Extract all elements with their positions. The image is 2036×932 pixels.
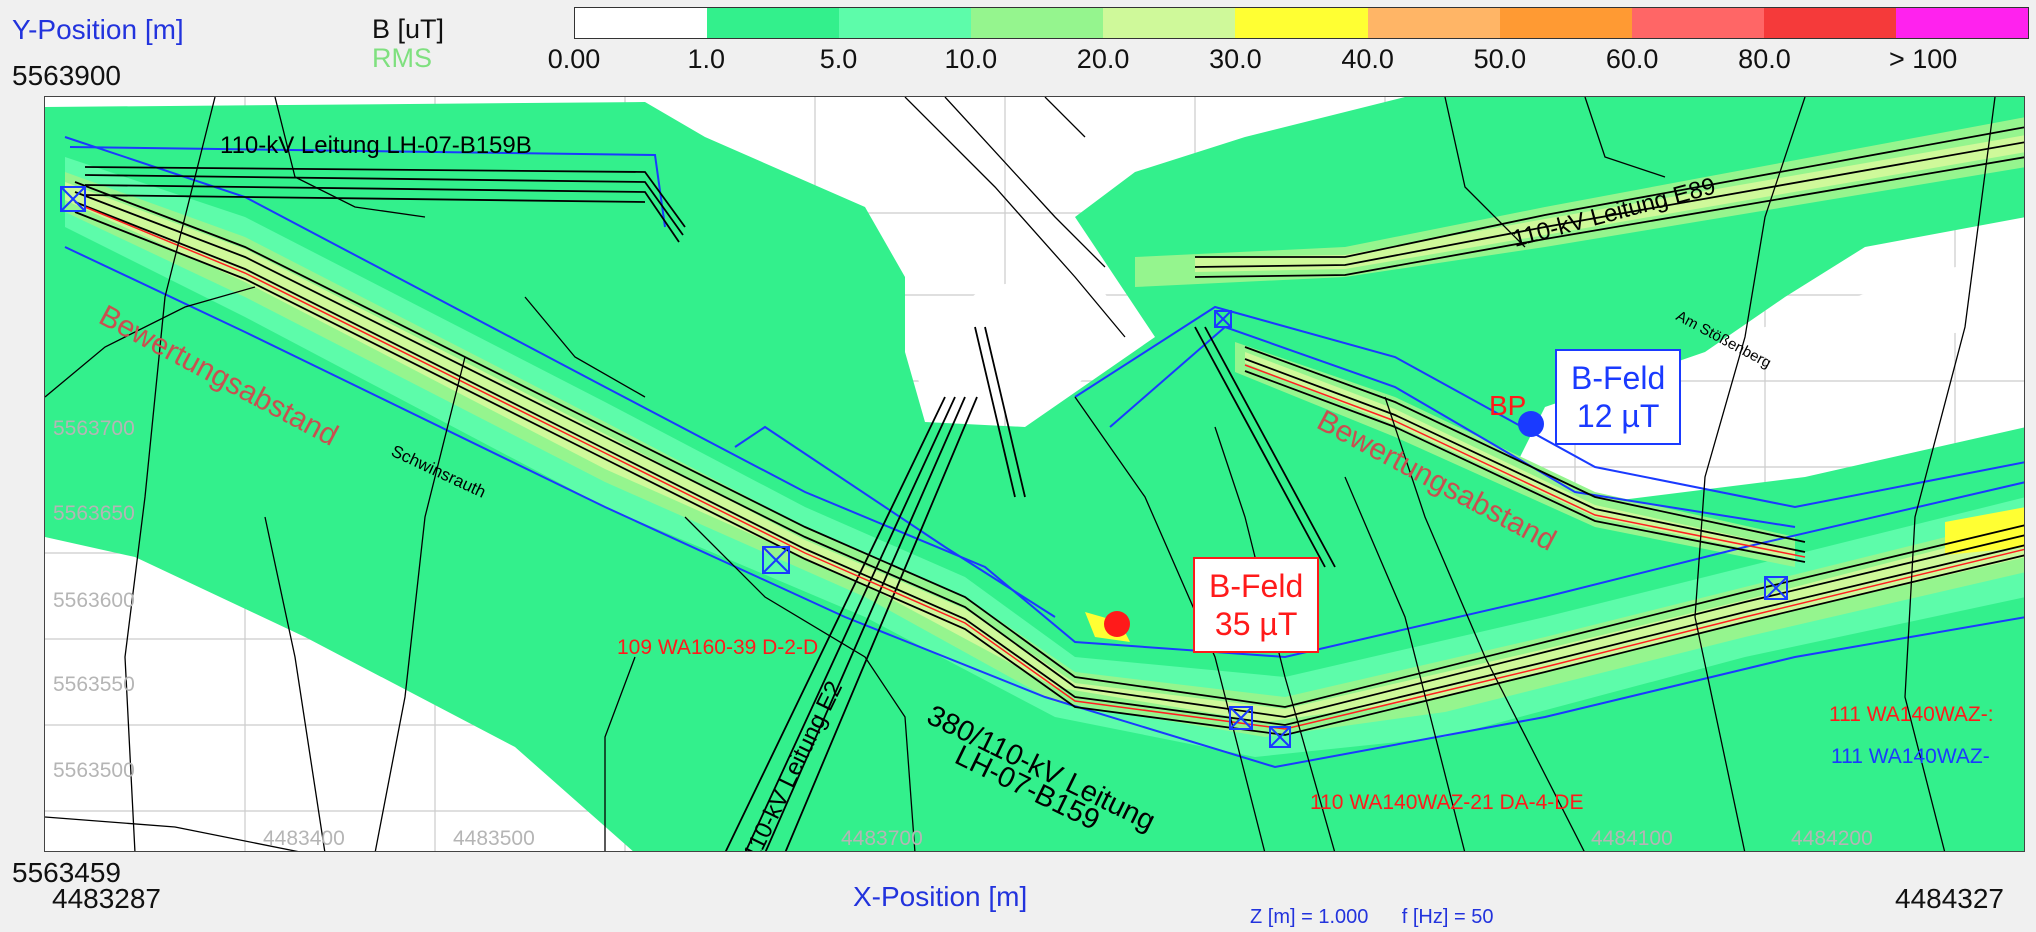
legend-tick-label: 80.0 (1738, 44, 1791, 74)
legend-swatch (1235, 8, 1368, 38)
circuit-label-111-blue: 111 WA140WAZ- (1831, 745, 1990, 768)
legend-swatch (1367, 8, 1500, 38)
legend-swatch (1103, 8, 1236, 38)
callout-red-title: B-Feld (1209, 568, 1304, 604)
y-axis-title: Y-Position [m] (12, 14, 184, 45)
y-grid-label-partial: 5563700 (53, 417, 135, 440)
legend-swatch (707, 8, 840, 38)
field-zone-e89 (1135, 117, 2024, 287)
legend-tick-label: 10.0 (944, 44, 998, 74)
field-map[interactable]: 4483400 4483500 4483700 4484100 4484200 … (44, 96, 2025, 852)
x-left-value: 4483287 (52, 883, 162, 914)
callout-blue-title: B-Feld (1571, 360, 1666, 396)
x-grid-label: 4484100 (1591, 827, 1673, 850)
callout-red-value: 35 µT (1214, 606, 1298, 642)
legend-tick-label: 20.0 (1076, 44, 1130, 74)
blue-boundaries (64, 136, 2024, 769)
calc-params: Z [m] = 1.000 f [Hz] = 50 (1250, 906, 1494, 928)
legend-swatch (1631, 8, 1764, 38)
legend-swatch (971, 8, 1104, 38)
legend-tick-label: 60.0 (1605, 44, 1659, 74)
y-grid-labels: 5563700 5563650 5563600 5563550 5563500 (53, 417, 135, 782)
legend-tick-label: 40.0 (1341, 44, 1394, 74)
measurement-point-red (1104, 611, 1130, 637)
legend-tick-label: 50.0 (1473, 44, 1527, 74)
x-right-value: 4484327 (1895, 883, 2005, 914)
legend-swatch (1763, 8, 1896, 38)
circuit-label-110: 110 WA140WAZ-21 DA-4-DE (1310, 791, 1583, 814)
white-gap-right (1735, 247, 2024, 357)
bp-label: BP (1489, 390, 1526, 421)
callout-b-feld-red: B-Feld 35 µT (1193, 557, 1320, 653)
x-axis-title: X-Position [m] (853, 881, 1028, 912)
circuit-label-111-red: 111 WA140WAZ-: (1829, 703, 1994, 726)
color-legend-bar (574, 7, 2029, 39)
callout-b-feld-blue: B-Feld 12 µT (1555, 349, 1682, 445)
y-grid-label: 5563500 (53, 759, 135, 782)
tower-markers (60, 186, 1788, 748)
legend-swatch (839, 8, 972, 38)
white-gap-top (905, 272, 1135, 417)
street-lines (45, 97, 1996, 851)
field-contours (45, 97, 2024, 851)
legend-tick-label: 5.0 (819, 44, 858, 74)
y-grid-label: 5563550 (53, 673, 135, 696)
x-grid-label: 4484200 (1791, 827, 1873, 850)
callout-blue-value: 12 µT (1576, 398, 1660, 434)
legend-swatch (575, 8, 708, 38)
y-grid-label: 5563600 (53, 589, 135, 612)
x-grid-label: 4483500 (453, 827, 535, 850)
rms-label: RMS (372, 43, 432, 73)
measurement-point-blue (1518, 411, 1544, 437)
legend-tick-label: 0.00 (547, 44, 601, 74)
y-bottom-value: 5563459 (12, 857, 122, 888)
unit-label: B [uT] (372, 14, 445, 44)
x-grid-label: 4483700 (841, 827, 923, 850)
x-grid-label: 4483400 (263, 827, 345, 850)
label-line-lh07b159b: 110-kV Leitung LH-07-B159B (220, 132, 532, 159)
y-grid-label: 5563650 (53, 502, 135, 525)
circuit-label-109: 109 WA160-39 D-2-D (617, 636, 818, 659)
legend-tick-label: 30.0 (1209, 44, 1262, 74)
legend-tick-label: > 100 (1889, 44, 1958, 74)
field-zone-band-left (65, 157, 2024, 757)
field-zone-e89-inner (1195, 135, 2024, 272)
legend-swatch (1499, 8, 1632, 38)
map-canvas: 4483400 4483500 4483700 4484100 4484200 … (45, 97, 2024, 851)
power-lines (74, 126, 2024, 851)
x-grid-labels: 4483400 4483500 4483700 4484100 4484200 (263, 827, 1873, 850)
field-zone-hotspot-right (1945, 507, 2024, 555)
red-centre-lines (84, 206, 2024, 730)
legend-swatch (1895, 8, 2029, 38)
legend-tick-label: 1.0 (687, 44, 726, 74)
y-top-value: 5563900 (12, 60, 122, 91)
